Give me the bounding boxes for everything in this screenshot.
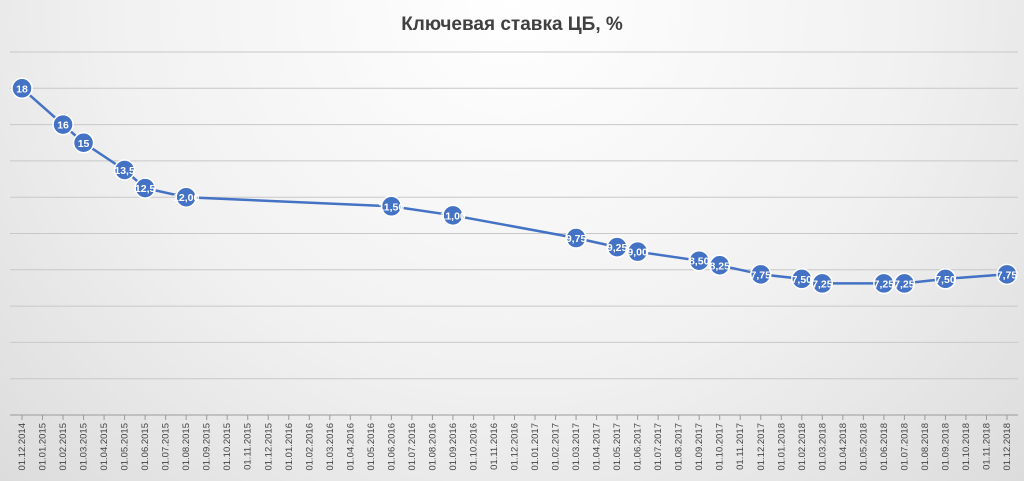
x-tick-label: 01.06.2017 bbox=[633, 423, 644, 471]
x-tick-label: 01.05.2016 bbox=[366, 423, 377, 471]
x-tick-label: 01.01.2016 bbox=[284, 423, 295, 471]
data-label: 7,75 bbox=[751, 269, 772, 281]
x-tick-label: 01.07.2016 bbox=[407, 423, 418, 471]
data-label: 7,75 bbox=[997, 269, 1018, 281]
x-tick-label: 01.02.2018 bbox=[797, 423, 808, 471]
gridlines bbox=[10, 51, 1018, 380]
data-point-marker bbox=[893, 272, 916, 295]
x-tick-label: 01.01.2017 bbox=[530, 423, 541, 471]
x-tick-label: 01.07.2015 bbox=[161, 423, 172, 471]
x-tick-label: 01.08.2018 bbox=[920, 423, 931, 471]
data-label: 8,25 bbox=[709, 260, 730, 272]
x-tick-label: 01.10.2015 bbox=[222, 423, 233, 471]
x-tick-label: 01.02.2016 bbox=[304, 423, 315, 471]
x-tick-label: 01.12.2016 bbox=[510, 423, 521, 471]
x-tick-label: 01.12.2018 bbox=[1002, 423, 1013, 471]
data-label: 12,00 bbox=[173, 192, 199, 204]
data-label: 11,50 bbox=[379, 201, 405, 213]
data-markers bbox=[11, 77, 1018, 295]
data-label: 9,25 bbox=[607, 242, 628, 254]
chart-title: Ключевая ставка ЦБ, % bbox=[401, 14, 623, 35]
x-tick-label: 01.09.2018 bbox=[940, 423, 951, 471]
x-tick-label: 01.04.2017 bbox=[592, 423, 603, 471]
data-point-marker bbox=[791, 268, 813, 290]
x-tick-label: 01.11.2017 bbox=[735, 423, 746, 470]
data-point-marker bbox=[72, 132, 95, 154]
data-point-marker bbox=[606, 236, 628, 258]
x-tick-label: 01.08.2017 bbox=[674, 423, 685, 471]
data-label: 12,5 bbox=[135, 183, 156, 195]
data-point-marker bbox=[996, 263, 1018, 286]
data-point-marker bbox=[52, 113, 74, 136]
x-tick-label: 01.08.2015 bbox=[181, 423, 192, 471]
data-label: 13,5 bbox=[114, 165, 135, 177]
x-tick-label: 01.09.2017 bbox=[694, 423, 705, 471]
data-point-marker bbox=[11, 77, 33, 100]
x-tick-label: 01.07.2018 bbox=[899, 423, 910, 471]
data-label: 8,50 bbox=[689, 256, 710, 268]
x-tick-label: 01.10.2018 bbox=[961, 423, 972, 471]
x-tick-label: 01.06.2016 bbox=[386, 423, 397, 471]
data-point-marker bbox=[175, 186, 197, 208]
x-tick-label: 01.09.2015 bbox=[202, 423, 213, 471]
x-tick-label: 01.01.2018 bbox=[776, 423, 787, 471]
data-point-marker bbox=[811, 272, 834, 295]
data-label: 18 bbox=[16, 83, 28, 95]
x-tick-label: 01.06.2015 bbox=[140, 423, 151, 471]
data-point-marker bbox=[708, 254, 731, 277]
data-point-marker bbox=[380, 195, 403, 218]
data-point-marker bbox=[688, 249, 710, 272]
data-label: 7,50 bbox=[792, 274, 813, 286]
x-tick-label: 01.02.2017 bbox=[551, 423, 562, 471]
data-label: 11,00 bbox=[440, 210, 466, 222]
data-label: 7,25 bbox=[894, 278, 915, 290]
x-tick-label: 01.09.2016 bbox=[448, 423, 459, 471]
x-axis bbox=[10, 414, 1018, 420]
x-tick-label: 01.12.2017 bbox=[756, 423, 767, 471]
x-tick-label: 01.03.2016 bbox=[325, 423, 336, 471]
x-tick-label: 01.03.2015 bbox=[79, 423, 90, 471]
data-point-marker bbox=[934, 268, 957, 290]
data-label: 7,25 bbox=[874, 278, 895, 290]
x-tick-label: 01.05.2015 bbox=[120, 423, 131, 471]
data-label: 7,25 bbox=[812, 278, 833, 290]
data-point-marker bbox=[750, 263, 772, 286]
data-point-marker bbox=[626, 240, 649, 263]
x-tick-label: 01.10.2016 bbox=[468, 423, 479, 471]
x-tick-label: 01.04.2016 bbox=[345, 423, 356, 471]
x-tick-label: 01.02.2015 bbox=[58, 423, 69, 471]
x-tick-label: 01.11.2016 bbox=[489, 423, 500, 470]
x-tick-label: 01.03.2018 bbox=[817, 423, 828, 471]
series-line bbox=[21, 87, 1008, 285]
x-tick-label: 01.05.2018 bbox=[858, 423, 869, 471]
x-tick-label: 01.06.2018 bbox=[879, 423, 890, 471]
x-tick-label: 01.11.2018 bbox=[981, 423, 992, 470]
data-point-marker bbox=[565, 227, 587, 249]
x-tick-label: 01.11.2015 bbox=[243, 423, 254, 470]
data-point-marker bbox=[442, 204, 464, 227]
x-tick-label: 01.10.2017 bbox=[715, 423, 726, 471]
x-tick-label: 01.07.2017 bbox=[653, 423, 664, 471]
data-point-marker bbox=[134, 177, 156, 199]
x-tick-label: 01.08.2016 bbox=[427, 423, 438, 471]
data-labels: 18 16 15 13,512,5 12,00 11,50 11,00 9,75 9,25 9,0… bbox=[16, 83, 1017, 290]
x-tick-labels: 01.12.2014 01.01.2015 01.02.2015 01.03.2015… bbox=[17, 423, 1013, 471]
data-label: 7,50 bbox=[935, 274, 956, 286]
data-label: 15 bbox=[78, 138, 90, 150]
x-tick-label: 01.05.2017 bbox=[612, 423, 623, 471]
data-label: 16 bbox=[57, 120, 69, 132]
data-label: 9,75 bbox=[566, 233, 587, 245]
x-tick-label: 01.01.2015 bbox=[38, 423, 49, 471]
x-tick-label: 01.04.2015 bbox=[99, 423, 110, 471]
x-tick-label: 01.04.2018 bbox=[838, 423, 849, 471]
x-tick-label: 01.03.2017 bbox=[571, 423, 582, 471]
data-label: 9,00 bbox=[627, 247, 648, 259]
data-point-marker bbox=[113, 159, 136, 181]
x-tick-label: 01.12.2014 bbox=[17, 423, 28, 471]
x-tick-label: 01.12.2015 bbox=[263, 423, 274, 471]
